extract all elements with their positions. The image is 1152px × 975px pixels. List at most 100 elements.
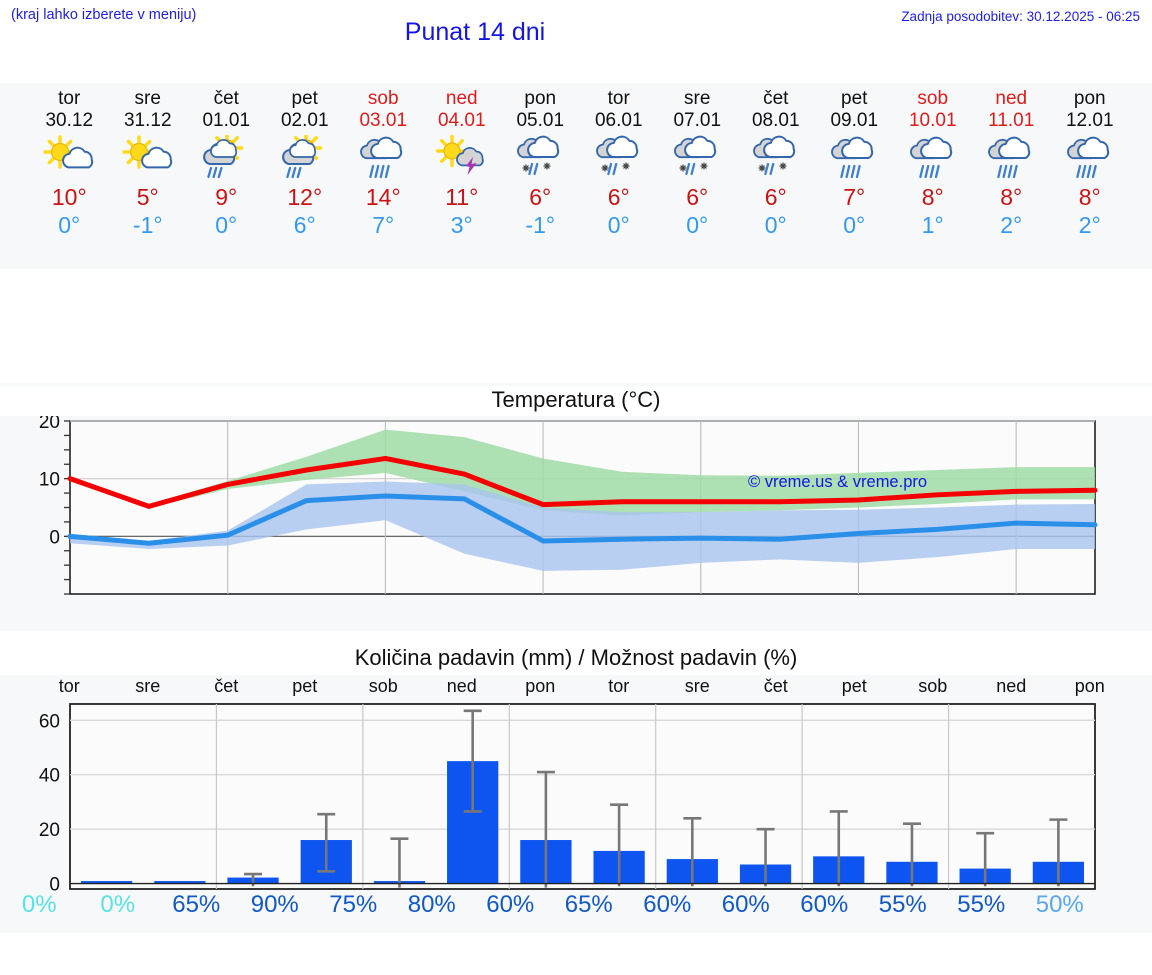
day-temp-max: 6° [607, 184, 630, 210]
day-column[interactable]: ned 04.01 11° 3° [423, 83, 502, 269]
precip-probability: 60% [800, 891, 849, 918]
precip-probability: 65% [564, 891, 613, 918]
daily-forecast-strip: tor 30.12 10° 0° sre 31.12 5° -1° čet 01.01 9° 0… [0, 83, 1152, 269]
svg-text:40: 40 [39, 766, 60, 787]
precip-probability: 90% [250, 891, 299, 918]
day-name: pet [291, 88, 318, 109]
day-column[interactable]: pon 12.01 8° 2° [1051, 83, 1130, 269]
day-temp-min: 0° [58, 212, 81, 238]
day-temp-min: 6° [293, 212, 316, 238]
day-date: 08.01 [751, 110, 800, 131]
precip-day-label: čet [214, 676, 239, 696]
precip-probability: 65% [172, 891, 221, 918]
temperature-chart: Temperatura (°C) 0 10 20 © vreme.us & vrem… [0, 383, 1152, 631]
day-date: 01.01 [202, 110, 251, 131]
day-temp-max: 10° [51, 184, 87, 210]
precipitation-day-labels: tor sre čet pet sob ned pon tor sre čet pet sob ned p… [0, 676, 1152, 700]
temperature-plot: 0 10 20 [39, 416, 1098, 595]
sun-cloud-icon [40, 135, 98, 181]
day-date: 04.01 [437, 110, 486, 131]
precip-day-label: sre [684, 676, 710, 696]
precip-day-label: tor [58, 676, 80, 696]
day-date: 11.01 [988, 110, 1035, 131]
precipitation-plot: 0 20 40 60 [39, 703, 1096, 894]
svg-text:0: 0 [49, 875, 60, 894]
day-column[interactable]: tor 30.12 10° 0° [30, 83, 109, 269]
precipitation-chart-title: Količina padavin (mm) / Možnost padavin … [0, 643, 1152, 675]
day-name: sob [917, 88, 949, 109]
precip-day-label: pon [1074, 676, 1105, 696]
day-column[interactable]: čet 01.01 9° 0° [187, 83, 266, 269]
svg-text:60: 60 [39, 711, 60, 732]
day-temp-min: -1° [525, 212, 556, 238]
day-name: pon [524, 88, 557, 109]
precip-day-label: tor [608, 676, 630, 696]
cloud-rain-icon [354, 135, 412, 181]
day-name: pet [841, 88, 868, 109]
day-date: 02.01 [280, 110, 329, 131]
day-column[interactable]: sre 31.12 5° -1° [109, 83, 188, 269]
cloud-rain-snow-icon [668, 135, 726, 181]
svg-text:20: 20 [39, 820, 60, 841]
precip-probability: 75% [329, 891, 378, 918]
day-column[interactable]: pet 02.01 12° 6° [266, 83, 345, 269]
day-temp-max: 5° [136, 184, 159, 210]
day-temp-max: 8° [1078, 184, 1101, 210]
day-column[interactable]: sob 03.01 14° 7° [344, 83, 423, 269]
sun-thunderstorm-icon [433, 135, 491, 181]
sun-cloud-icon [119, 135, 177, 181]
bottom-filler [0, 933, 1152, 975]
day-column[interactable]: čet 08.01 6° 0° [737, 83, 816, 269]
day-date: 09.01 [830, 110, 879, 131]
precip-probability: 0% [21, 891, 57, 918]
day-column[interactable]: pet 09.01 7° 0° [815, 83, 894, 269]
day-date: 31.12 [123, 110, 172, 131]
day-temp-max: 6° [686, 184, 709, 210]
copyright-credit: © vreme.us & vreme.pro [748, 473, 928, 491]
sun-cloud-rain-icon [276, 135, 334, 181]
precip-day-label: sre [135, 676, 161, 696]
day-date: 30.12 [45, 110, 94, 131]
day-column[interactable]: ned 11.01 8° 2° [972, 83, 1051, 269]
cloud-rain-icon [825, 135, 883, 181]
day-temp-min: 0° [764, 212, 787, 238]
day-name: pon [1073, 88, 1106, 109]
precip-probability: 60% [721, 891, 770, 918]
precip-day-label: čet [763, 676, 788, 696]
day-name: sre [134, 88, 161, 109]
day-column[interactable]: pon 05.01 6° -1° [501, 83, 580, 269]
day-column[interactable]: sob 10.01 8° 1° [894, 83, 973, 269]
day-temp-min: 0° [607, 212, 630, 238]
day-temp-max: 11° [445, 184, 479, 210]
day-temp-max: 12° [287, 184, 323, 210]
page-title: Punat 14 dni [404, 18, 546, 46]
svg-text:10: 10 [39, 470, 60, 491]
day-date: 07.01 [673, 110, 722, 131]
day-name: tor [607, 88, 630, 109]
cloud-rain-icon [982, 135, 1040, 181]
precip-day-label: sob [368, 676, 398, 696]
precip-day-label: pet [292, 676, 318, 696]
precip-probability: 55% [957, 891, 1006, 918]
page-header: (kraj lahko izberete v meniju) Punat 14 … [0, 0, 1152, 62]
day-name: ned [445, 88, 478, 109]
precip-day-label: sob [918, 676, 948, 696]
day-column[interactable]: sre 07.01 6° 0° [658, 83, 737, 269]
cloud-rain-snow-icon [747, 135, 805, 181]
day-temp-max: 6° [764, 184, 787, 210]
day-temp-min: 7° [372, 212, 395, 238]
menu-hint-text: (kraj lahko izberete v meniju) [11, 7, 197, 23]
day-temp-min: 0° [843, 212, 866, 238]
day-column[interactable]: tor 06.01 6° 0° [580, 83, 659, 269]
cloud-rain-snow-icon [511, 135, 569, 181]
day-name: čet [213, 88, 239, 109]
cloud-rain-snow-icon [590, 135, 648, 181]
day-name: tor [58, 88, 81, 109]
day-temp-min: -1° [132, 212, 163, 238]
day-temp-min: 0° [686, 212, 709, 238]
cloud-rain-icon [904, 135, 962, 181]
sun-cloud-rain-icon [197, 135, 255, 181]
precip-probability: 60% [486, 891, 535, 918]
day-temp-min: 2° [1000, 212, 1023, 238]
last-update-text: Zadnja posodobitev: 30.12.2025 - 06:25 [901, 9, 1140, 24]
